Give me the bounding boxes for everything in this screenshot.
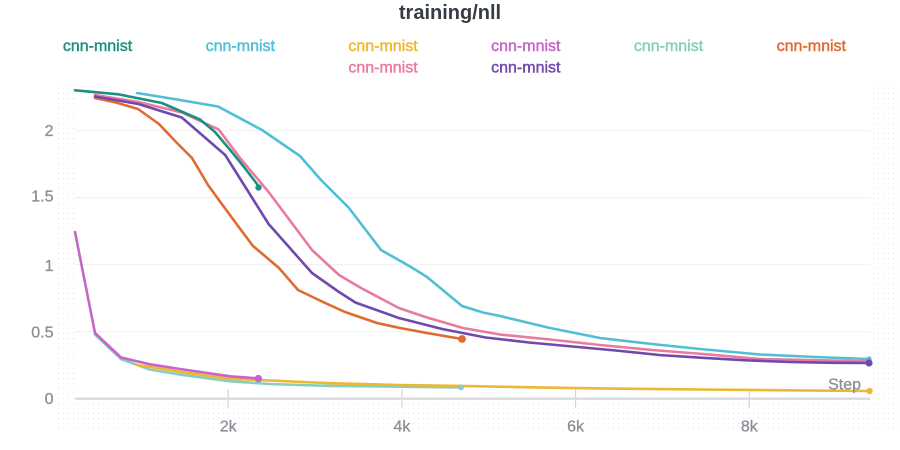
svg-text:training/nll: training/nll	[399, 2, 501, 24]
svg-text:cnn-mnist: cnn-mnist	[348, 60, 418, 77]
svg-text:0: 0	[45, 391, 54, 408]
svg-text:4k: 4k	[393, 419, 411, 436]
svg-text:6k: 6k	[567, 419, 585, 436]
svg-text:0.5: 0.5	[31, 324, 53, 341]
svg-text:cnn-mnist: cnn-mnist	[634, 38, 704, 55]
svg-text:8k: 8k	[741, 419, 759, 436]
svg-text:cnn-mnist: cnn-mnist	[206, 38, 276, 55]
svg-text:cnn-mnist: cnn-mnist	[491, 38, 561, 55]
svg-text:cnn-mnist: cnn-mnist	[63, 38, 133, 55]
svg-text:2: 2	[45, 123, 54, 140]
svg-text:cnn-mnist: cnn-mnist	[348, 38, 418, 55]
svg-text:cnn-mnist: cnn-mnist	[777, 38, 847, 55]
svg-text:cnn-mnist: cnn-mnist	[491, 60, 561, 77]
svg-text:1: 1	[45, 258, 54, 275]
svg-text:Step: Step	[828, 377, 861, 394]
svg-text:2k: 2k	[220, 419, 238, 436]
svg-text:1.5: 1.5	[31, 189, 53, 206]
